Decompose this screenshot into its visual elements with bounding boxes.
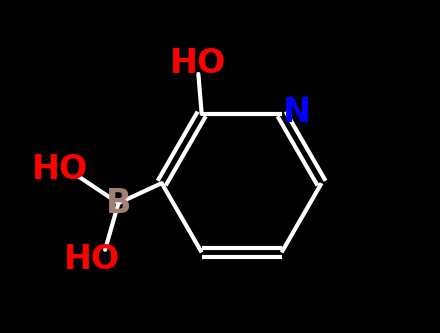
Text: HO: HO [64,243,120,276]
Text: N: N [282,96,311,129]
Text: HO: HO [32,153,88,186]
Text: B: B [106,186,131,220]
Text: HO: HO [170,48,227,81]
